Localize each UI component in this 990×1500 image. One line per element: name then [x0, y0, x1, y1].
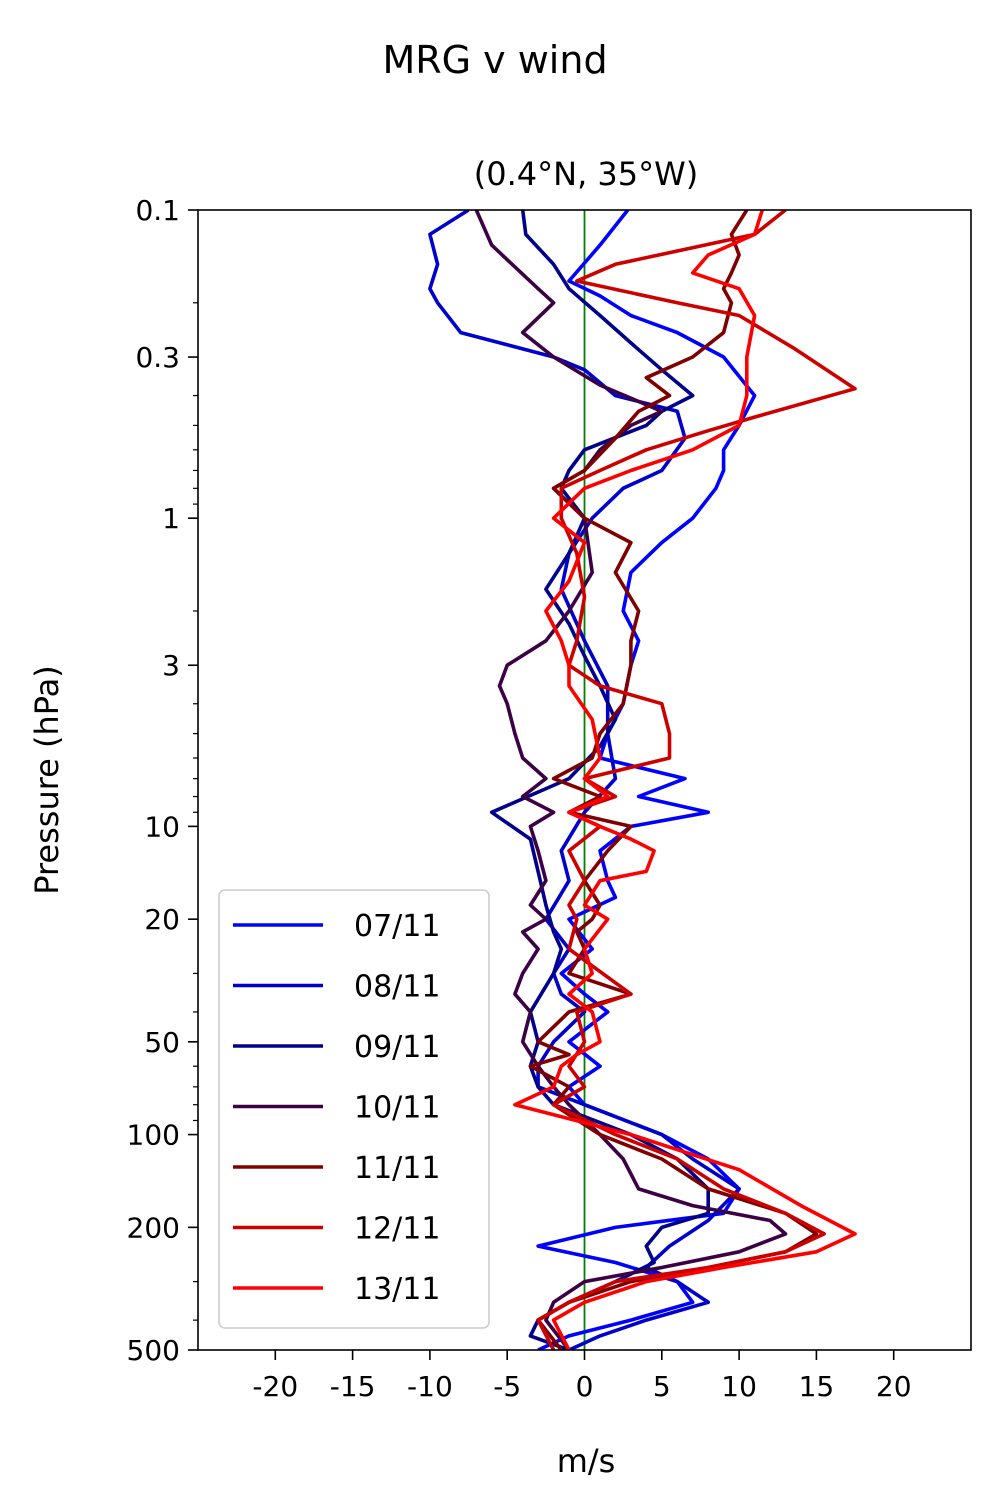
legend-label: 10/11 [354, 1091, 440, 1126]
series-group [428, 210, 857, 1350]
x-tick-label: 5 [653, 1370, 671, 1403]
legend-label: 09/11 [354, 1030, 440, 1065]
x-axis-label: m/s [557, 1442, 616, 1480]
y-tick-label: 500 [127, 1334, 180, 1367]
chart-title: (0.4°N, 35°W) [474, 155, 699, 193]
y-axis-ticks: 0.1 0.3 1 3 10 20 50 100 200 500 [127, 194, 198, 1367]
legend-label: 13/11 [354, 1272, 440, 1307]
legend-frame [218, 889, 490, 1329]
legend-label: 07/11 [354, 909, 440, 944]
series-line-4 [474, 210, 788, 1350]
x-axis-ticks: -20 -15 -10 -5 0 5 10 15 20 [252, 1350, 912, 1403]
y-tick-label: 0.1 [135, 194, 180, 227]
x-tick-label: 10 [721, 1370, 757, 1403]
chart-suptitle: MRG v wind [382, 38, 607, 82]
series-line-5 [528, 210, 819, 1350]
y-axis-label: Pressure (hPa) [28, 665, 66, 895]
x-tick-label: -20 [252, 1370, 298, 1403]
series-line-7 [513, 210, 857, 1350]
legend: 07/11 08/11 09/11 10/11 11/11 12/11 13/11 [218, 889, 490, 1329]
series-line-3 [489, 210, 710, 1350]
x-tick-label: 15 [799, 1370, 835, 1403]
x-tick-label: -5 [493, 1370, 521, 1403]
y-tick-label: 10 [144, 810, 180, 843]
x-tick-label: 20 [876, 1370, 912, 1403]
x-tick-label: -10 [407, 1370, 453, 1403]
y-tick-label: 20 [144, 903, 180, 936]
legend-label: 11/11 [354, 1151, 440, 1186]
series-line-2 [428, 210, 741, 1350]
y-tick-label: 0.3 [135, 341, 180, 374]
y-tick-label: 1 [162, 502, 180, 535]
y-tick-label: 200 [127, 1211, 180, 1244]
y-tick-label: 3 [162, 649, 180, 682]
x-tick-label: -15 [330, 1370, 376, 1403]
legend-label: 08/11 [354, 970, 440, 1005]
y-tick-label: 100 [127, 1119, 180, 1152]
x-tick-label: 0 [576, 1370, 594, 1403]
y-tick-label: 50 [144, 1026, 180, 1059]
legend-label: 12/11 [354, 1212, 440, 1247]
